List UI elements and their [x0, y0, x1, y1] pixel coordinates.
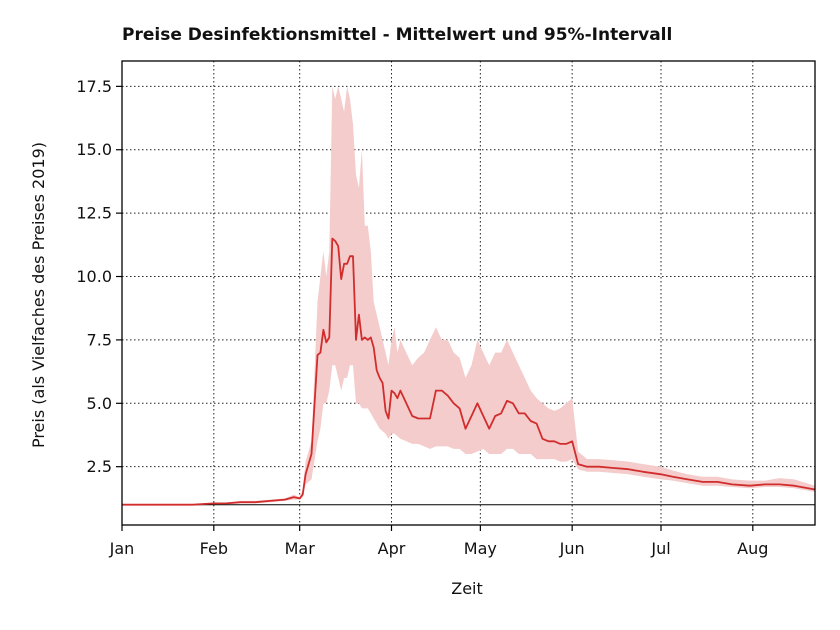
y-tick-label: 15.0: [76, 140, 112, 159]
y-tick-label: 7.5: [87, 330, 112, 349]
y-tick-label: 5.0: [87, 394, 112, 413]
x-tick-label: Feb: [200, 539, 228, 558]
y-axis-label: Preis (als Vielfaches des Preises 2019): [29, 142, 48, 448]
y-tick-label: 17.5: [76, 77, 112, 96]
mean-price-line: [122, 237, 816, 506]
y-tick-label: 12.5: [76, 204, 112, 223]
grid-layer: [122, 61, 815, 525]
x-tick-label: May: [464, 539, 497, 558]
x-tick-label: Jan: [109, 539, 135, 558]
y-tick-label: 10.0: [76, 267, 112, 286]
x-tick-label: Jul: [650, 539, 670, 558]
x-tick-label: Apr: [378, 539, 406, 558]
chart-title: Preise Desinfektionsmittel - Mittelwert …: [122, 25, 672, 45]
y-tick-label: 2.5: [87, 457, 112, 476]
confidence-band-95: [122, 86, 815, 505]
x-tick-label: Jun: [559, 539, 585, 558]
plot-frame: [121, 60, 816, 526]
x-tick-label: Aug: [737, 539, 768, 558]
x-axis-label: Zeit: [451, 579, 483, 598]
x-tick-label: Mar: [285, 539, 316, 558]
ticks-layer: Jan Feb Mar Apr May Jun Jul Aug 2.5 5.0 7.5 10.0 12.…: [76, 77, 768, 558]
